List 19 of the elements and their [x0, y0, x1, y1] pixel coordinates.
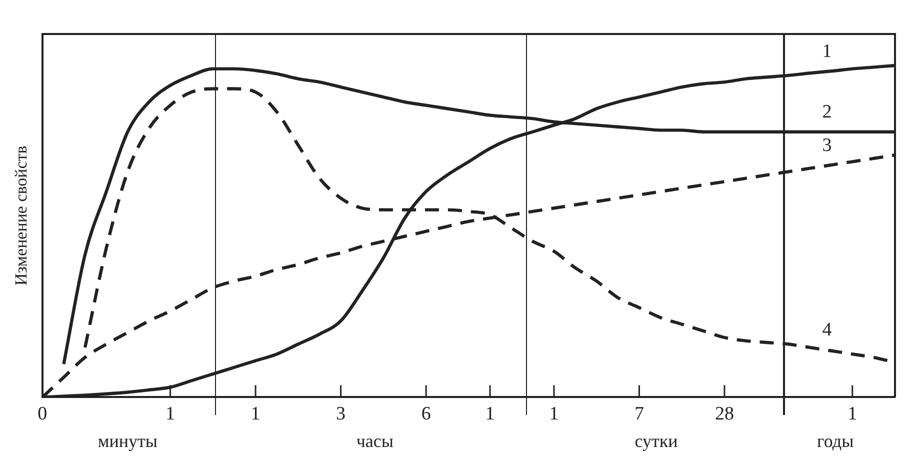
- y-axis-title: Изменение свойств: [12, 146, 31, 286]
- x-tick-label: 1: [166, 404, 176, 425]
- x-tick-label: 1: [549, 404, 559, 425]
- series-label: 4: [822, 320, 832, 341]
- x-tick-label: 3: [336, 404, 346, 425]
- text: минуты: [98, 430, 158, 451]
- series-label: 2: [822, 101, 832, 122]
- x-tick-label: 1: [485, 404, 495, 425]
- series-label: 1: [822, 41, 832, 62]
- x-tick-label: 6: [421, 404, 431, 425]
- text: годы: [816, 430, 854, 451]
- x-tick-label: 0: [38, 404, 48, 425]
- text: часы: [356, 430, 394, 451]
- x-tick-label: 7: [634, 404, 644, 425]
- text: сутки: [634, 430, 678, 451]
- x-tick-label: 1: [250, 404, 260, 425]
- x-tick-label: 1: [848, 404, 858, 425]
- x-tick-label: 28: [714, 404, 734, 425]
- series-label: 3: [822, 135, 832, 156]
